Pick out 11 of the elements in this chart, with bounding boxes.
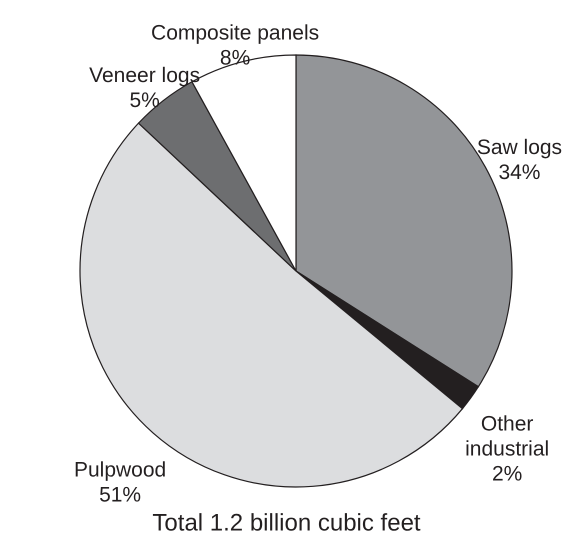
slice-label: Veneer logs	[89, 64, 200, 87]
data-label: 34%	[498, 161, 540, 184]
slice-label: Pulpwood	[74, 458, 166, 482]
slice-label: Composite panels	[151, 22, 320, 45]
data-label: 5%	[129, 88, 160, 112]
data-label: 2%	[492, 462, 522, 486]
slice-label: Saw logs	[476, 136, 562, 160]
data-label: 8%	[220, 46, 250, 70]
data-label: 51%	[99, 484, 142, 507]
text: Total 1.2 billion cubic feet	[152, 510, 421, 535]
slice-label: Other industrial	[465, 412, 550, 460]
